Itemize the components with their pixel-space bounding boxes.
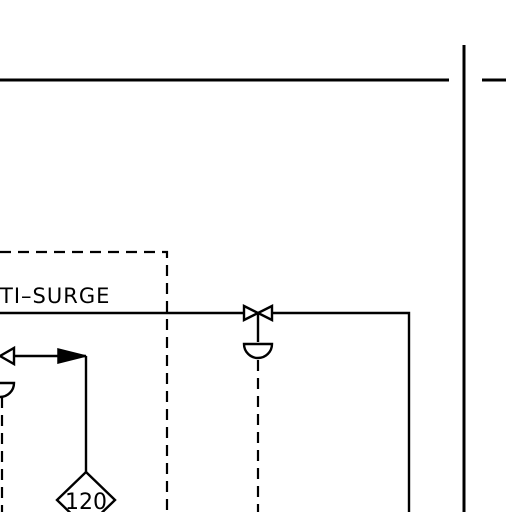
left-actuator-icon <box>0 381 16 512</box>
signal-arrow <box>0 345 88 472</box>
instrument-tag-diamond: 120 <box>55 470 117 512</box>
control-valve-icon <box>242 304 274 360</box>
box-label: TI–SURGE <box>0 284 110 308</box>
process-line <box>0 311 411 512</box>
dashed-control-boundary <box>0 250 169 512</box>
instrument-tag-label: 120 <box>65 490 107 512</box>
